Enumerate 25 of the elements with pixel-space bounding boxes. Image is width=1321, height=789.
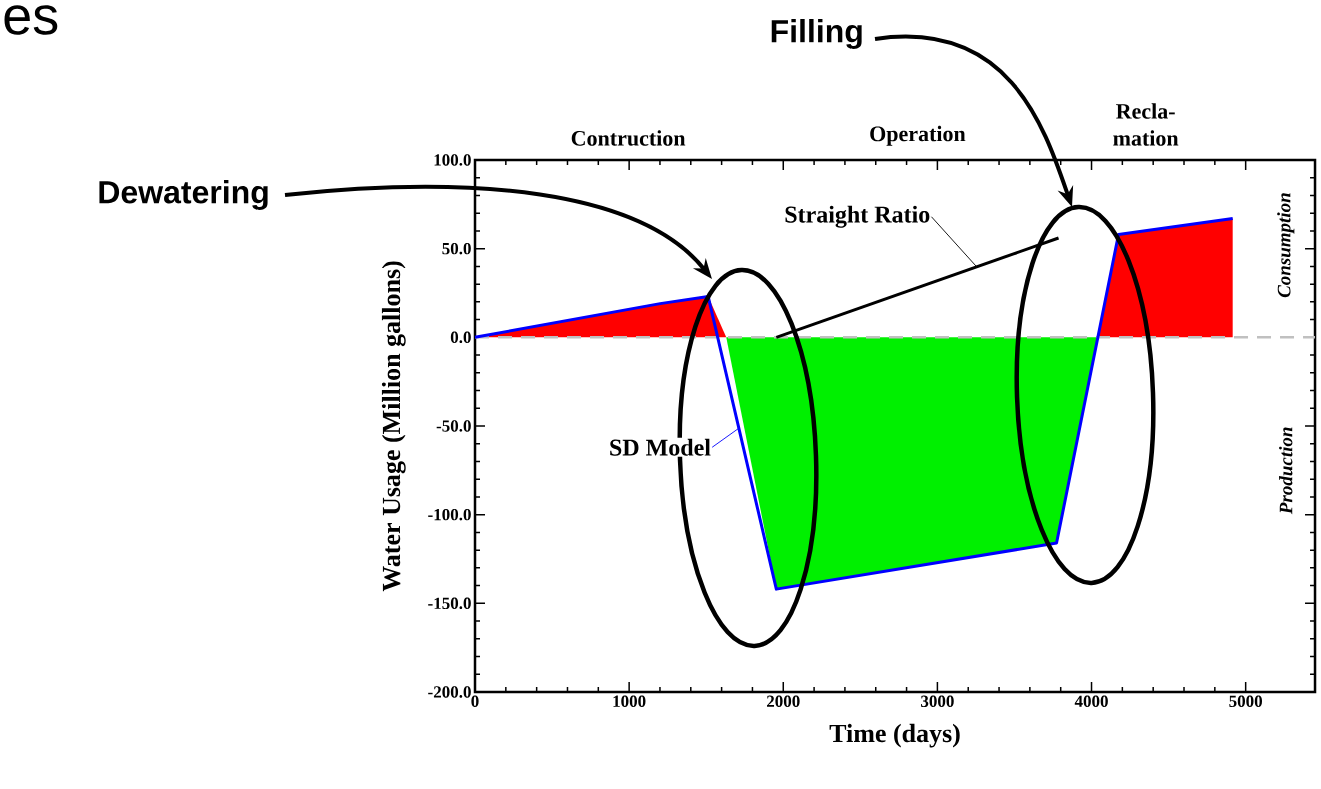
x-tick-label: 1000 bbox=[613, 695, 646, 708]
y-tick-label: -200.0 bbox=[428, 686, 471, 698]
annotation: Production bbox=[1279, 427, 1293, 515]
text: Filling bbox=[771, 19, 862, 49]
legend-label: SD Model bbox=[610, 438, 711, 456]
y-axis-title: Water Usage (Million gallons) bbox=[381, 261, 406, 592]
x-axis-title: Time (days) bbox=[829, 723, 960, 748]
y-tick-label: -50.0 bbox=[436, 420, 471, 432]
text: Operation bbox=[870, 125, 966, 146]
x-tick-label: 5000 bbox=[1229, 695, 1263, 708]
text: Dewatering bbox=[99, 180, 268, 210]
text: es bbox=[4, 5, 58, 35]
text: Recla-mation bbox=[1113, 103, 1179, 146]
text: Contruction bbox=[571, 130, 686, 146]
y-tick-label: -150.0 bbox=[428, 597, 471, 610]
y-tick-label: 50.0 bbox=[442, 242, 471, 255]
y-tick-label: 100.0 bbox=[434, 154, 471, 166]
x-tick-label: 3000 bbox=[921, 695, 954, 708]
y-tick-label: 0.0 bbox=[450, 331, 471, 344]
x-tick-label: 4000 bbox=[1074, 695, 1108, 708]
y-tick-label: -100.0 bbox=[428, 508, 471, 521]
text: Straight Ratio bbox=[785, 205, 930, 228]
x-tick-label: 0 bbox=[471, 695, 479, 708]
x-tick-label: 2000 bbox=[766, 695, 800, 708]
annotation: Consumption bbox=[1277, 193, 1295, 298]
